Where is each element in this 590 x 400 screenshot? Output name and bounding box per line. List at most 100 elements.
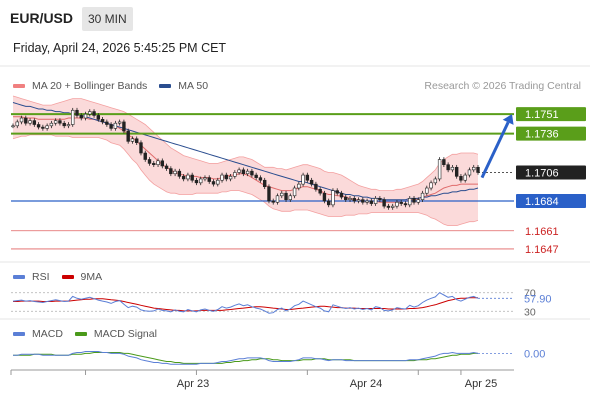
candle-body	[454, 166, 459, 177]
macd-legend: MACD MACD Signal	[13, 328, 169, 340]
candle-body	[207, 177, 211, 182]
candle-body	[203, 177, 207, 180]
credit-label: Research © 2026 Trading Central	[424, 80, 581, 92]
candle-body	[446, 164, 450, 171]
candle-body	[412, 198, 416, 203]
time-label-0: Apr 23	[177, 378, 209, 390]
level-tag-resistance-0	[516, 107, 586, 122]
legend-label-ma50: MA 50	[178, 80, 209, 92]
candle-body	[403, 203, 408, 206]
candle-body	[220, 174, 224, 181]
candle-body	[41, 126, 45, 129]
rsi-line	[12, 292, 479, 314]
candle-body	[390, 205, 395, 208]
legend-label-bollinger: MA 20 + Bollinger Bands	[32, 80, 148, 92]
candle-body	[164, 165, 169, 169]
legend-label-macd: MACD	[32, 328, 63, 340]
candle-body	[292, 187, 297, 197]
candle-body	[361, 199, 365, 203]
candle-body	[130, 138, 135, 142]
candle-body	[28, 120, 32, 124]
legend-swatch-bollinger	[13, 84, 25, 88]
timeframe-badge[interactable]: 30 MIN	[82, 7, 133, 31]
datetime-label: Friday, April 24, 2026 5:45:25 PM CET	[13, 41, 227, 55]
candle-body	[152, 163, 156, 165]
candle-body	[429, 182, 433, 189]
candle-body	[181, 176, 186, 180]
level-tag-support-3	[516, 193, 586, 208]
candle-body	[437, 159, 442, 180]
candle-body	[15, 121, 19, 127]
candle-body	[83, 113, 88, 119]
time-label-2: Apr 25	[465, 378, 497, 390]
candle-body	[267, 186, 271, 202]
rsi-level-label-70: 70	[524, 288, 536, 300]
forecast-arrow-head	[502, 114, 514, 125]
candle-body	[49, 122, 54, 127]
candle-body	[100, 119, 105, 123]
legend-item-rsi: RSI	[13, 271, 50, 283]
candle-body	[109, 124, 113, 129]
candles	[11, 107, 480, 210]
candle-body	[297, 183, 301, 189]
candle-body	[335, 190, 339, 194]
candle-body	[75, 109, 79, 116]
candle-body	[288, 195, 292, 200]
rsi-level-label-30: 30	[524, 306, 536, 318]
candle-body	[275, 195, 280, 203]
rsi-value-label: 57.90	[524, 293, 552, 305]
candle-body	[250, 170, 254, 176]
candle-body	[463, 174, 467, 181]
legend-item-macd: MACD	[13, 328, 63, 340]
candle-body	[62, 122, 66, 127]
candle-body	[254, 174, 258, 178]
candle-body	[309, 179, 314, 185]
legend-item-macd-signal: MACD Signal	[74, 328, 157, 340]
candle-body	[139, 142, 143, 154]
candle-body	[399, 201, 403, 204]
candle-body	[45, 125, 49, 129]
candle-body	[369, 200, 374, 204]
candle-body	[113, 122, 118, 129]
candle-body	[199, 178, 203, 184]
level-label-support-3: 1.1684	[525, 196, 559, 208]
candle-body	[348, 198, 352, 200]
level-label-resistance-1: 1.1736	[525, 129, 559, 141]
candle-body	[356, 199, 361, 202]
candle-body	[92, 111, 96, 116]
candle-body	[344, 196, 348, 200]
macd-panel: 0.00	[13, 348, 545, 365]
candle-body	[122, 121, 126, 132]
candle-body	[472, 166, 476, 171]
macd-value-label: 0.00	[524, 348, 545, 360]
candle-body	[382, 199, 386, 207]
candle-body	[216, 179, 220, 185]
candle-body	[425, 187, 429, 194]
candle-body	[36, 124, 41, 128]
candle-body	[24, 117, 28, 124]
bollinger-upper-line	[12, 95, 479, 192]
candle-body	[326, 200, 331, 206]
candle-body	[147, 159, 152, 164]
candle-body	[416, 199, 420, 203]
forecast-arrow-shaft	[480, 121, 510, 179]
candle-body	[71, 109, 75, 125]
rsi-legend: RSI 9MA	[13, 271, 114, 283]
candle-body	[211, 181, 216, 185]
candle-body	[96, 115, 101, 120]
symbol-title: EUR/USD	[10, 10, 74, 26]
candle-body	[194, 179, 199, 184]
candle-body	[433, 178, 438, 184]
candle-body	[373, 198, 378, 204]
level-label-target-4: 1.1661	[525, 226, 559, 238]
legend-label-macd-signal: MACD Signal	[93, 328, 157, 340]
candle-body	[352, 198, 356, 202]
bollinger-band	[13, 96, 478, 226]
legend-swatch-ma50	[159, 84, 172, 88]
candle-body	[262, 179, 267, 188]
legend-swatch-rsi-ma	[61, 275, 74, 279]
candle-body	[420, 192, 425, 200]
candle-body	[228, 176, 233, 180]
